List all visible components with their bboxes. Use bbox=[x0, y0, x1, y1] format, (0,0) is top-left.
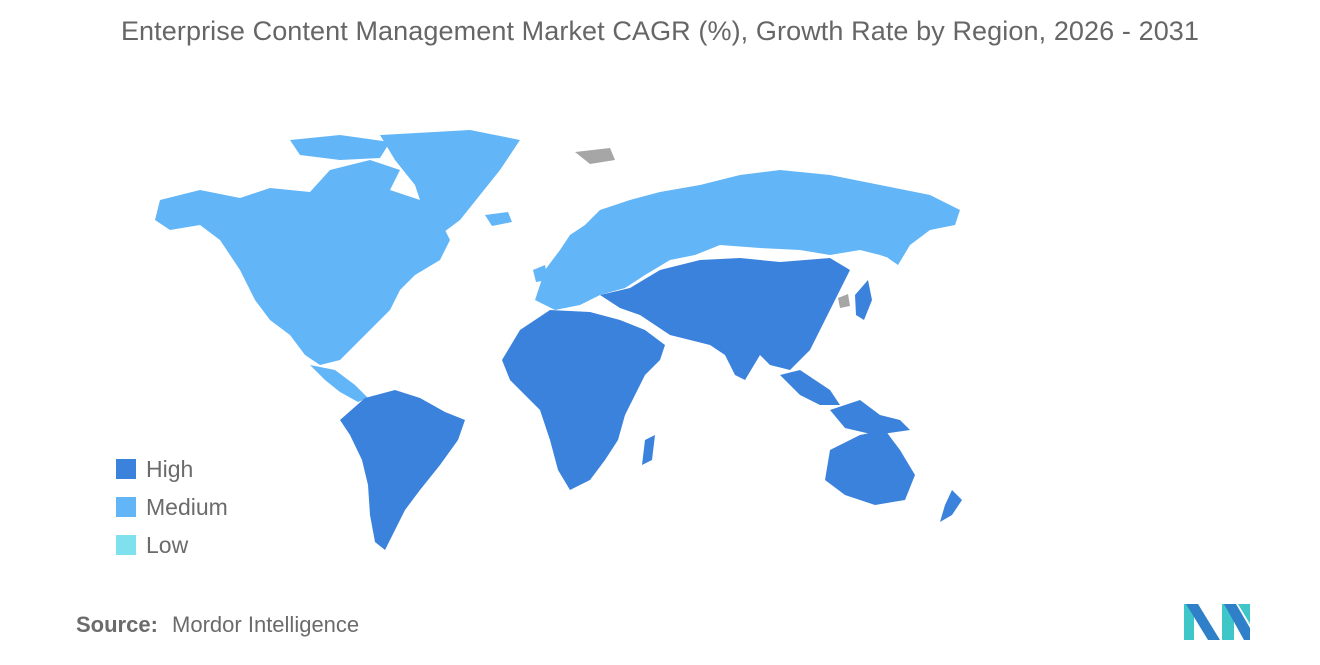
legend-label-low: Low bbox=[146, 531, 189, 558]
region-asia bbox=[600, 258, 910, 435]
legend-swatch-medium bbox=[116, 497, 136, 517]
legend-item-high: High bbox=[116, 450, 228, 488]
mordor-intelligence-logo-icon bbox=[1184, 604, 1250, 640]
region-north-korea bbox=[838, 294, 850, 308]
region-oceania bbox=[825, 430, 962, 522]
chart-title: Enterprise Content Management Market CAG… bbox=[120, 16, 1200, 46]
legend-swatch-high bbox=[116, 459, 136, 479]
region-iceland bbox=[485, 212, 512, 226]
legend-label-high: High bbox=[146, 455, 194, 482]
legend-item-medium: Medium bbox=[116, 488, 228, 526]
source-value: Mordor Intelligence bbox=[172, 612, 360, 637]
region-greenland bbox=[380, 130, 520, 235]
legend-swatch-low bbox=[116, 535, 136, 555]
legend-label-medium: Medium bbox=[146, 493, 228, 520]
region-europe-russia bbox=[533, 170, 960, 310]
legend-item-low: Low bbox=[116, 526, 228, 564]
region-north-america bbox=[155, 135, 450, 402]
legend: High Medium Low bbox=[116, 450, 228, 564]
world-map bbox=[155, 130, 962, 550]
region-south-america bbox=[340, 390, 465, 550]
source-line: Source: Mordor Intelligence bbox=[76, 612, 359, 638]
source-label: Source: bbox=[76, 612, 158, 637]
region-svalbard bbox=[575, 148, 615, 164]
region-middle-east-africa bbox=[502, 310, 665, 490]
